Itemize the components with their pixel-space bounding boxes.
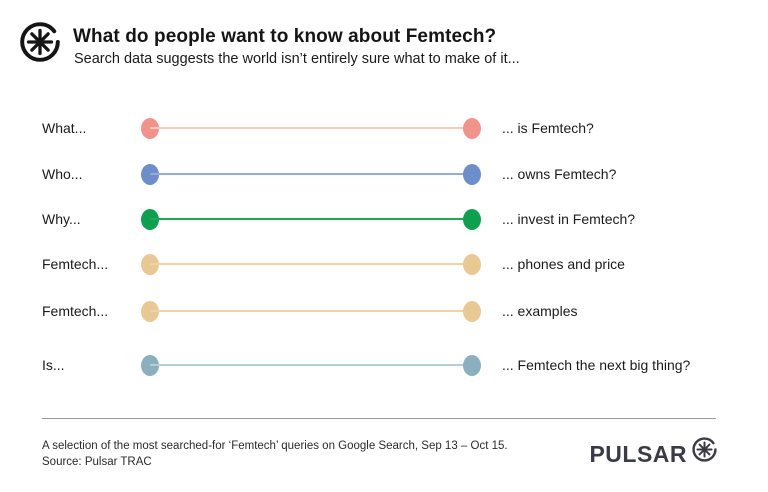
query-rows: What... ... is Femtech? Who... ... owns Fem… bbox=[0, 118, 768, 376]
query-row: Who... ... owns Femtech? bbox=[0, 164, 768, 185]
query-prefix: Why... bbox=[42, 211, 81, 227]
pulsar-brand: PULSAR bbox=[589, 436, 718, 467]
query-dot-right bbox=[463, 209, 481, 230]
query-suffix: ... owns Femtech? bbox=[502, 166, 617, 182]
query-dot-right bbox=[463, 301, 481, 322]
query-row: Femtech... ... examples bbox=[0, 301, 768, 322]
query-dot-right bbox=[463, 355, 481, 376]
query-connector bbox=[141, 209, 481, 230]
footer-divider bbox=[42, 418, 716, 419]
brand-wordmark: PULSAR bbox=[589, 441, 687, 467]
query-line bbox=[150, 127, 472, 129]
footer-caption: A selection of the most searched-for ‘Fe… bbox=[42, 439, 508, 470]
query-line bbox=[150, 263, 472, 265]
query-row: Femtech... ... phones and price bbox=[0, 254, 768, 275]
caption-line: A selection of the most searched-for ‘Fe… bbox=[42, 440, 508, 452]
query-connector bbox=[141, 254, 481, 275]
query-line bbox=[150, 364, 472, 366]
query-suffix: ... examples bbox=[502, 303, 578, 319]
query-prefix: Femtech... bbox=[42, 256, 109, 272]
query-connector bbox=[141, 164, 481, 185]
source-line: Source: Pulsar TRAC bbox=[42, 455, 152, 468]
query-suffix: ... invest in Femtech? bbox=[502, 211, 636, 227]
query-row: Why... ... invest in Femtech? bbox=[0, 209, 768, 230]
query-prefix: What... bbox=[42, 120, 87, 136]
page-title: What do people want to know about Femtec… bbox=[73, 26, 497, 47]
query-connector bbox=[141, 355, 481, 376]
query-prefix: Who... bbox=[42, 166, 83, 182]
pulsar-asterisk-icon bbox=[692, 437, 717, 462]
query-row: What... ... is Femtech? bbox=[0, 118, 768, 139]
query-dot-right bbox=[463, 254, 481, 275]
query-connector bbox=[141, 118, 481, 139]
page-subtitle: Search data suggests the world isn’t ent… bbox=[74, 51, 520, 67]
query-dot-right bbox=[463, 164, 481, 185]
query-connector bbox=[141, 301, 481, 322]
query-prefix: Is... bbox=[42, 357, 65, 373]
query-prefix: Femtech... bbox=[42, 303, 109, 319]
query-line bbox=[150, 173, 472, 175]
query-suffix: ... phones and price bbox=[502, 256, 625, 272]
query-line bbox=[150, 310, 472, 312]
pulsar-asterisk-icon bbox=[20, 22, 60, 62]
query-row: Is... ... Femtech the next big thing? bbox=[0, 355, 768, 376]
query-suffix: ... is Femtech? bbox=[502, 120, 594, 136]
query-line bbox=[150, 218, 472, 220]
query-suffix: ... Femtech the next big thing? bbox=[502, 357, 691, 373]
query-dot-right bbox=[463, 118, 481, 139]
